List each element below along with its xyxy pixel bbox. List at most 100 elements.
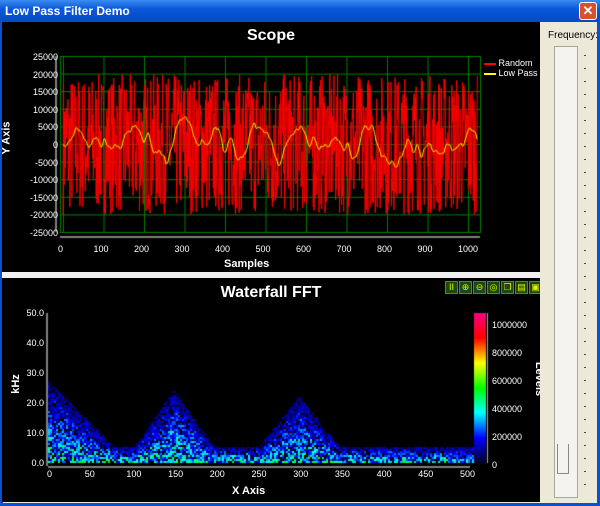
zoom-reset-button[interactable]: ◎ bbox=[487, 281, 500, 294]
x-tick-label: 500 bbox=[255, 244, 271, 254]
slider-tick bbox=[584, 55, 586, 56]
scope-title: Scope bbox=[246, 27, 295, 44]
slider-tick bbox=[584, 341, 586, 342]
x-tick-label: 400 bbox=[376, 469, 392, 479]
slider-tick bbox=[584, 120, 586, 121]
y-tick-label: 10000 bbox=[32, 104, 58, 115]
colorbar-tick-label: 400000 bbox=[492, 404, 523, 414]
print-button[interactable]: ▤ bbox=[515, 281, 528, 294]
slider-tick bbox=[584, 406, 586, 407]
chart-toolbar: II ⊕ ⊖ ◎ ❐ ▤ ▣ bbox=[445, 281, 542, 294]
x-tick-label: 100 bbox=[93, 244, 109, 254]
y-axis-label: Y Axis bbox=[0, 121, 13, 155]
frequency-slider[interactable] bbox=[554, 46, 586, 498]
slider-tick bbox=[584, 367, 586, 368]
slider-tick bbox=[584, 250, 586, 251]
slider-tick bbox=[584, 224, 586, 225]
waterfall-title: Waterfall FFT bbox=[220, 284, 322, 301]
waterfall-plot bbox=[2, 278, 540, 502]
slider-tick bbox=[584, 237, 586, 238]
x-tick-label: 1000 bbox=[458, 244, 479, 254]
x-tick-label: 500 bbox=[460, 469, 476, 479]
slider-tick bbox=[584, 471, 586, 472]
pause-button[interactable]: II bbox=[445, 281, 458, 294]
zoom-out-button[interactable]: ⊖ bbox=[473, 281, 486, 294]
window-title: Low Pass Filter Demo bbox=[5, 4, 130, 18]
y-tick-label: 20000 bbox=[32, 69, 58, 80]
x-axis-label: X Axis bbox=[232, 485, 266, 497]
y-tick-label: 15000 bbox=[32, 87, 58, 98]
slider-tick bbox=[584, 276, 586, 277]
slider-tick bbox=[584, 419, 586, 420]
y-tick-label: 0.0 bbox=[31, 458, 44, 468]
x-tick-label: 200 bbox=[134, 244, 150, 254]
x-tick-label: 250 bbox=[251, 469, 267, 479]
x-tick-label: 0 bbox=[58, 244, 64, 254]
y-tick-label: 0 bbox=[52, 140, 58, 150]
slider-tick bbox=[584, 354, 586, 355]
y-tick-label: -5000 bbox=[34, 157, 58, 168]
colorbar-tick-label: 0 bbox=[492, 460, 498, 470]
y-tick-label: -15000 bbox=[29, 192, 58, 203]
scope-chart: Scope Samples Y Axis 25000 20000 15000 1000… bbox=[0, 22, 540, 272]
x-tick-label: 150 bbox=[168, 469, 184, 479]
copy-button[interactable]: ❐ bbox=[501, 281, 514, 294]
y-tick-label: 10.0 bbox=[26, 428, 44, 438]
slider-thumb[interactable] bbox=[557, 443, 569, 474]
slider-tick bbox=[584, 393, 586, 394]
slider-tick bbox=[584, 458, 586, 459]
slider-tick bbox=[584, 133, 586, 134]
y-tick-label: 40.0 bbox=[26, 338, 44, 348]
title-bar: Low Pass Filter Demo ✕ bbox=[0, 0, 600, 22]
y-tick-label: 20.0 bbox=[26, 398, 44, 408]
slider-tick bbox=[584, 68, 586, 69]
slider-tick bbox=[584, 289, 586, 290]
x-tick-label: 300 bbox=[293, 469, 309, 479]
slider-tick bbox=[584, 198, 586, 199]
zoom-in-button[interactable]: ⊕ bbox=[459, 281, 472, 294]
scope-plot bbox=[2, 22, 540, 272]
x-tick-label: 800 bbox=[377, 244, 393, 254]
y-tick-label: 5000 bbox=[37, 122, 58, 133]
x-axis-label: Samples bbox=[224, 258, 270, 270]
slider-tick bbox=[584, 484, 586, 485]
slider-tick bbox=[584, 328, 586, 329]
close-icon: ✕ bbox=[582, 3, 594, 18]
y-tick-label: -25000 bbox=[29, 228, 58, 238]
save-button[interactable]: ▣ bbox=[529, 281, 542, 294]
colorbar-tick-label: 600000 bbox=[492, 376, 523, 386]
colorbar-tick-label: 200000 bbox=[492, 432, 523, 442]
colorbar-tick-label: 1000000 bbox=[492, 320, 528, 330]
slider-tick bbox=[584, 445, 586, 446]
x-tick-label: 300 bbox=[174, 244, 190, 254]
colorbar-tick-label: 800000 bbox=[492, 348, 523, 358]
x-tick-label: 700 bbox=[336, 244, 352, 254]
y-tick-label: 25000 bbox=[32, 52, 58, 62]
y-tick-label: -10000 bbox=[29, 175, 58, 186]
slider-tick bbox=[584, 159, 586, 160]
close-button[interactable]: ✕ bbox=[579, 2, 597, 20]
slider-tick bbox=[584, 146, 586, 147]
y-tick-label: 30.0 bbox=[26, 368, 44, 378]
x-tick-label: 900 bbox=[417, 244, 433, 254]
slider-tick bbox=[584, 185, 586, 186]
y-tick-label: -20000 bbox=[29, 210, 58, 221]
y-tick-label: 50.0 bbox=[26, 308, 44, 318]
frequency-label: Frequency: bbox=[548, 30, 599, 41]
slider-tick bbox=[584, 107, 586, 108]
x-tick-label: 600 bbox=[296, 244, 312, 254]
slider-tick bbox=[584, 432, 586, 433]
x-tick-label: 400 bbox=[215, 244, 231, 254]
legend-low-pass: Low Pass bbox=[484, 68, 538, 78]
x-tick-label: 450 bbox=[418, 469, 434, 479]
slider-tick bbox=[584, 94, 586, 95]
slider-tick bbox=[584, 315, 586, 316]
slider-tick bbox=[584, 172, 586, 173]
slider-tick bbox=[584, 380, 586, 381]
legend-random: Random bbox=[484, 58, 538, 68]
control-panel: Frequency: bbox=[540, 22, 599, 503]
splitter[interactable] bbox=[2, 272, 540, 278]
slider-tick bbox=[584, 211, 586, 212]
x-tick-label: 200 bbox=[209, 469, 225, 479]
x-tick-label: 0 bbox=[47, 469, 53, 479]
